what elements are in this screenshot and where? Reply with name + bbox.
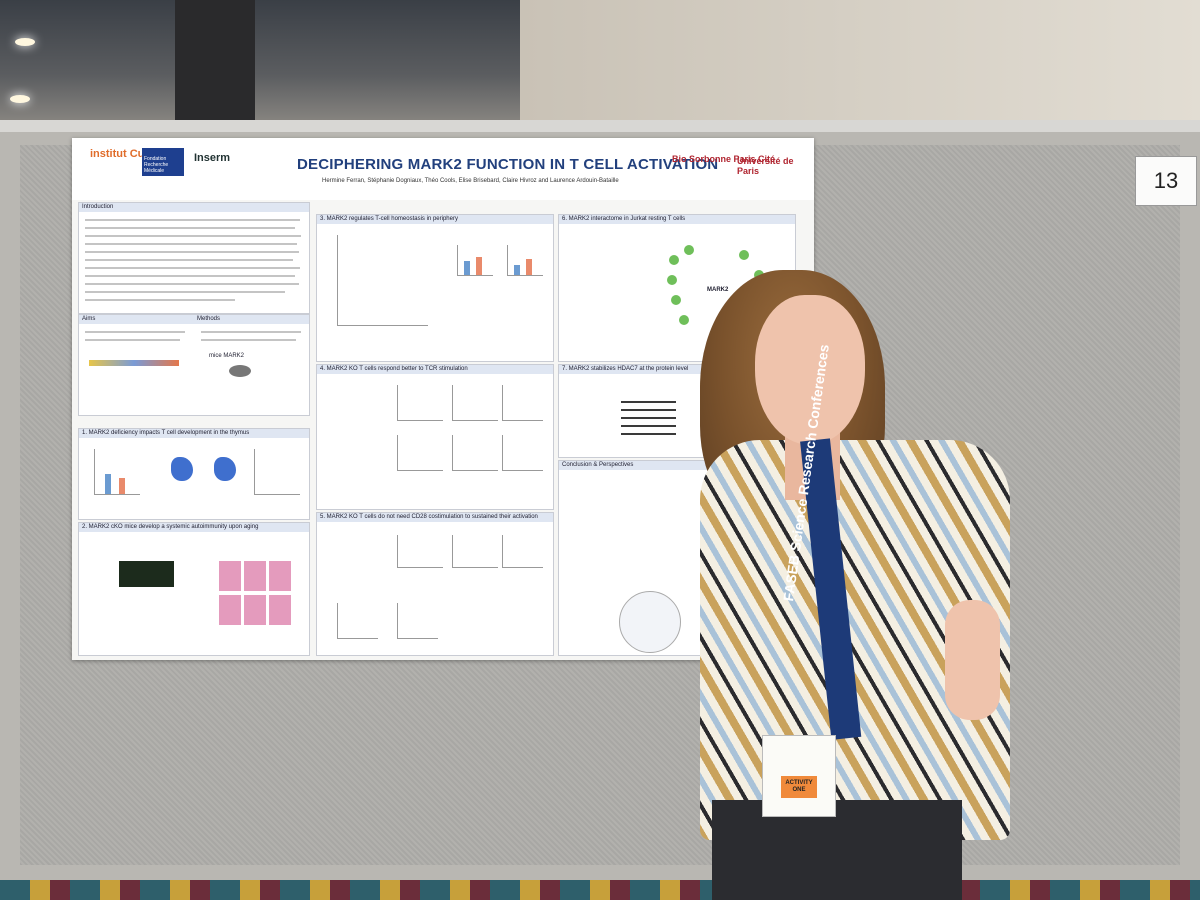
section-results-3: 3. MARK2 regulates T-cell homeostasis in… <box>316 214 554 362</box>
plot <box>457 245 493 276</box>
person-pants <box>712 800 962 900</box>
mouse-label: mice MARK2 <box>209 353 245 359</box>
ceiling-light <box>10 95 30 103</box>
section-results-4: 4. MARK2 KO T cells respond better to TC… <box>316 364 554 510</box>
histology-image <box>269 561 291 591</box>
section-header: 1. MARK2 deficiency impacts T cell devel… <box>79 429 309 438</box>
plot <box>452 435 498 471</box>
section-results-1: 1. MARK2 deficiency impacts T cell devel… <box>78 428 310 520</box>
flow-grid <box>337 235 428 326</box>
section-header: 7. MARK2 stabilizes HDAC7 at the protein… <box>559 365 795 374</box>
microscopy-image <box>119 561 174 587</box>
section-header: Conclusion & Perspectives <box>559 461 795 470</box>
network-center-label: MARK2 <box>707 287 729 293</box>
logo-bio: Bio Sorbonne Paris Cité <box>672 154 776 164</box>
section-header: Introduction <box>79 203 309 212</box>
flow-plot <box>171 457 193 481</box>
poster-header: institut Curie Fondation Recherche Médic… <box>72 138 814 200</box>
ceiling-light <box>15 38 35 46</box>
badge-tag: ACTIVITY ONE <box>781 776 817 798</box>
logo-universite: Université de Paris <box>737 156 794 176</box>
section-header: 4. MARK2 KO T cells respond better to TC… <box>317 365 553 374</box>
section-header: 6. MARK2 interactome in Jurkat resting T… <box>559 215 795 224</box>
plot <box>397 385 443 421</box>
section-header: 5. MARK2 KO T cells do not need CD28 cos… <box>317 513 553 522</box>
histology-image <box>269 595 291 625</box>
plot <box>254 449 300 495</box>
logo-frm: Fondation Recherche Médicale <box>142 148 184 176</box>
scientific-poster: institut Curie Fondation Recherche Médic… <box>72 138 814 660</box>
person-face <box>755 295 865 445</box>
section-aims-methods: Aims Methods mice MARK2 <box>78 314 310 416</box>
plot <box>507 245 543 276</box>
section-introduction: Introduction <box>78 202 310 314</box>
cell-diagram <box>619 591 681 653</box>
board-number: 13 <box>1135 156 1197 206</box>
doorway <box>175 0 255 125</box>
poster-title: DECIPHERING MARK2 FUNCTION IN T CELL ACT… <box>297 156 719 173</box>
plot <box>502 535 543 568</box>
protein-domain-bar <box>89 360 179 366</box>
person-arm <box>945 600 1000 720</box>
back-wall <box>520 0 1200 125</box>
logo-inserm: Inserm <box>194 152 231 164</box>
plot <box>397 435 443 471</box>
section-results-2: 2. MARK2 cKO mice develop a systemic aut… <box>78 522 310 656</box>
plot <box>502 385 543 421</box>
plot <box>397 535 443 568</box>
logo-curie: institut Curie <box>90 148 158 160</box>
section-header: Methods <box>194 315 309 324</box>
histology-image <box>244 561 266 591</box>
plot <box>397 603 438 639</box>
name-badge: ACTIVITY ONE <box>762 735 836 817</box>
mouse-icon <box>229 365 251 377</box>
histology-image <box>219 561 241 591</box>
plot <box>502 435 543 471</box>
western-blot <box>621 395 676 437</box>
flow-plot <box>214 457 236 481</box>
plot <box>337 603 378 639</box>
plot <box>452 385 498 421</box>
histology-image <box>219 595 241 625</box>
section-header: 2. MARK2 cKO mice develop a systemic aut… <box>79 523 309 532</box>
poster-authors: Hermine Ferran, Stéphanie Dogniaux, Théo… <box>322 178 619 184</box>
section-results-5: 5. MARK2 KO T cells do not need CD28 cos… <box>316 512 554 656</box>
plot <box>94 449 140 495</box>
histology-image <box>244 595 266 625</box>
section-header: Aims <box>79 315 194 324</box>
ceiling-background <box>0 0 1200 125</box>
carpet <box>0 880 1200 900</box>
section-header: 3. MARK2 regulates T-cell homeostasis in… <box>317 215 553 224</box>
plot <box>452 535 498 568</box>
